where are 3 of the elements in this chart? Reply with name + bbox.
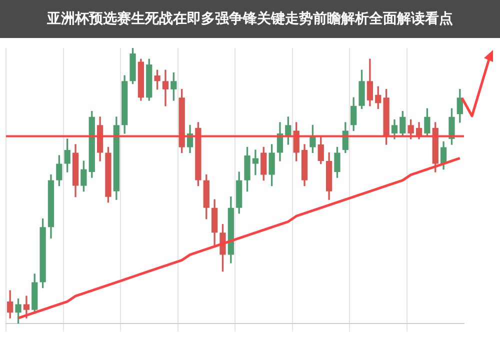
candlestick [252, 150, 259, 176]
chart-title: 亚洲杯预选赛生死战在即多强争锋关键走势前瞻解析全面解读看点 [0, 0, 500, 38]
candlestick [162, 70, 169, 106]
